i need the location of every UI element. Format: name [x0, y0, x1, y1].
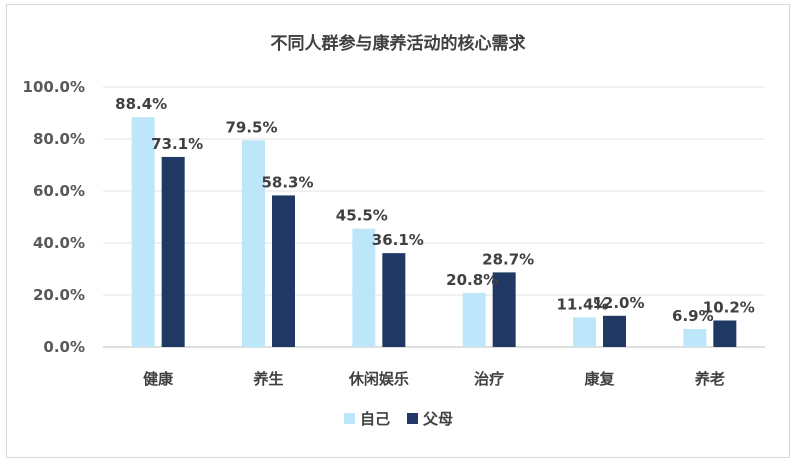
data-label: 10.2%	[703, 298, 755, 316]
x-axis-ticks: 健康 养生 休闲娱乐 治疗 康复 养老	[143, 370, 725, 388]
data-label: 12.0%	[592, 294, 644, 312]
data-label: 45.5%	[336, 207, 388, 225]
data-label: 28.7%	[482, 250, 534, 268]
y-tick-label: 60.0%	[33, 182, 85, 200]
bar-parents	[382, 253, 406, 347]
x-tick-label: 治疗	[474, 370, 504, 388]
y-tick-label: 20.0%	[33, 286, 85, 304]
bars	[131, 117, 737, 347]
data-label: 11.4%	[556, 295, 608, 313]
legend-label: 父母	[422, 410, 453, 428]
y-tick-label: 40.0%	[33, 234, 85, 252]
data-label: 20.8%	[446, 271, 498, 289]
bar-self	[683, 329, 707, 347]
data-label: 88.4%	[115, 95, 167, 113]
bar-parents	[161, 156, 185, 347]
y-tick-label: 0.0%	[43, 338, 85, 356]
data-label: 6.9%	[672, 307, 714, 325]
bar-parents	[492, 272, 516, 347]
y-tick-label: 100.0%	[23, 78, 85, 96]
legend-swatch	[344, 413, 355, 424]
bar-self	[573, 317, 596, 347]
bar-parents	[272, 195, 295, 347]
x-tick-label: 健康	[143, 370, 174, 388]
x-tick-label: 养老	[694, 370, 725, 388]
bar-self	[352, 228, 376, 347]
x-tick-label: 养生	[252, 370, 283, 388]
bar-self	[242, 140, 265, 347]
y-axis-ticks: 0.0% 20.0% 40.0% 60.0% 80.0% 100.0%	[23, 78, 85, 356]
x-tick-label: 康复	[584, 370, 615, 388]
bar-self	[131, 117, 155, 347]
y-tick-label: 80.0%	[33, 130, 85, 148]
legend-swatch	[407, 413, 418, 424]
data-label: 73.1%	[151, 135, 203, 153]
x-tick-label: 休闲娱乐	[348, 370, 409, 388]
bar-self	[462, 292, 486, 347]
bar-parents	[603, 315, 626, 347]
chart-title: 不同人群参与康养活动的核心需求	[271, 33, 526, 54]
gridlines	[103, 86, 765, 348]
data-label: 36.1%	[372, 231, 424, 249]
legend-label: 自己	[360, 410, 390, 428]
bar-parents	[713, 320, 737, 347]
data-label: 58.3%	[261, 173, 313, 191]
legend: 自己 父母	[344, 410, 453, 428]
data-label: 79.5%	[225, 118, 277, 136]
data-labels: 88.4% 73.1% 79.5% 58.3% 45.5% 36.1% 20.8% 28.7%…	[115, 95, 755, 325]
